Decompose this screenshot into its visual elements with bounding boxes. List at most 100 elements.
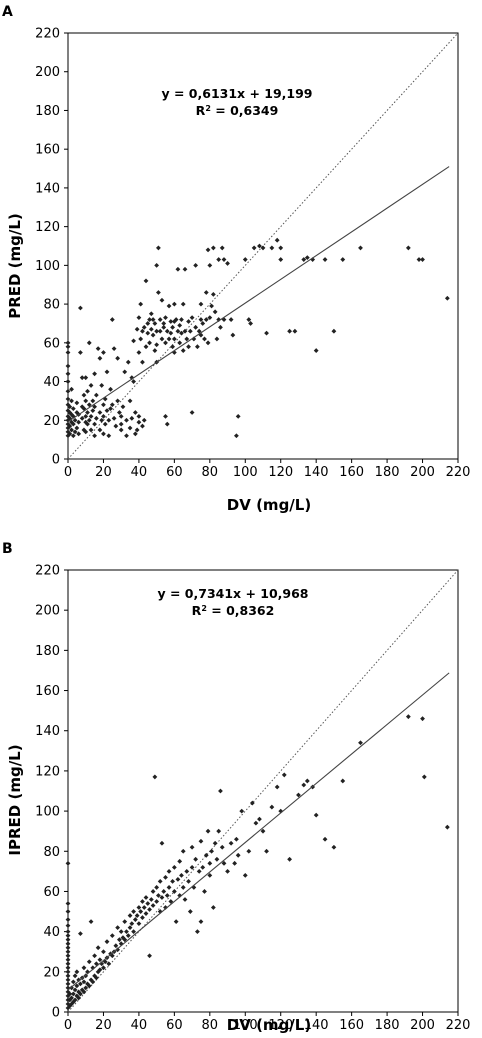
x-tick-label-a: 60 <box>166 465 183 480</box>
y-tick-label-a: 0 <box>52 453 60 468</box>
data-point-a <box>143 344 149 350</box>
data-point-b <box>76 977 82 983</box>
data-point-a <box>405 245 411 251</box>
data-point-a <box>136 350 142 355</box>
data-point-b <box>136 921 142 926</box>
y-tick-label-b: 200 <box>35 604 60 619</box>
data-point-b <box>145 901 151 906</box>
data-point-b <box>331 844 337 850</box>
x-tick-label-a: 20 <box>95 465 112 480</box>
panel-a: A PRED (mg/L) DV (mg/L) y = 0,6131x + 19… <box>2 4 470 514</box>
data-point-a <box>164 328 170 334</box>
r-squared-label-a: R <box>196 103 206 118</box>
data-point-b <box>125 933 131 939</box>
panel-label-b: B <box>2 541 13 557</box>
data-point-a <box>148 311 154 317</box>
data-point-b <box>65 941 71 947</box>
data-point-b <box>253 820 259 826</box>
data-point-a <box>154 262 160 268</box>
data-point-a <box>72 429 78 435</box>
data-point-b <box>235 852 241 858</box>
data-point-a <box>115 398 121 404</box>
data-point-a <box>416 257 422 262</box>
data-point-a <box>218 324 223 330</box>
data-point-b <box>200 864 206 870</box>
data-point-a <box>180 348 186 353</box>
data-point-b <box>242 872 248 878</box>
data-point-b <box>109 953 115 959</box>
data-point-a <box>97 427 103 433</box>
r-squared-b: R2 = 0,8362 <box>192 603 275 618</box>
data-point-a <box>83 414 89 419</box>
data-point-a <box>141 324 147 330</box>
data-point-a <box>170 344 175 350</box>
x-tick-label-b: 160 <box>339 1018 364 1033</box>
regression-line-b <box>67 672 450 991</box>
data-point-a <box>70 406 76 412</box>
x-tick-label-a: 80 <box>202 465 219 480</box>
y-tick-label-a: 20 <box>43 414 60 429</box>
data-point-b <box>193 856 199 862</box>
data-point-b <box>81 965 87 971</box>
data-point-a <box>65 421 71 427</box>
data-point-b <box>186 879 191 884</box>
data-point-a <box>171 301 177 307</box>
x-tick-label-b: 120 <box>268 1018 293 1033</box>
data-point-b <box>189 844 195 850</box>
data-point-a <box>120 404 126 410</box>
y-tick-label-a: 40 <box>43 375 60 390</box>
data-point-a <box>83 429 89 435</box>
data-point-b <box>164 893 170 898</box>
data-point-a <box>187 328 193 334</box>
y-tick-label-b: 160 <box>35 684 60 699</box>
data-point-a <box>85 410 90 415</box>
data-point-b <box>67 991 73 997</box>
data-point-b <box>180 885 186 890</box>
x-tick-label-b: 80 <box>202 1018 219 1033</box>
data-point-a <box>152 321 158 326</box>
data-point-b <box>101 949 106 955</box>
data-point-b <box>159 895 165 900</box>
data-point-b <box>136 905 142 910</box>
data-point-a <box>147 340 152 346</box>
data-point-a <box>184 336 190 342</box>
x-axis-title-b: DV (mg/L) <box>227 1016 311 1034</box>
y-tick-label-b: 0 <box>52 1006 60 1021</box>
data-point-b <box>65 909 71 914</box>
data-point-a <box>156 290 161 295</box>
data-point-b <box>65 953 71 959</box>
data-point-b <box>166 885 172 890</box>
data-point-a <box>104 408 110 413</box>
data-point-b <box>74 969 80 975</box>
r-squared-sup-b: 2 <box>201 604 207 613</box>
data-point-b <box>228 840 234 846</box>
data-point-a <box>157 328 163 334</box>
data-point-a <box>196 328 202 334</box>
r-squared-value-b: = 0,8362 <box>207 603 274 618</box>
data-point-a <box>127 398 133 404</box>
data-point-b <box>212 840 218 846</box>
data-point-a <box>99 417 105 423</box>
data-point-b <box>198 838 204 844</box>
data-point-a <box>171 350 177 355</box>
x-tick-label-a: 140 <box>304 465 329 480</box>
data-point-b <box>257 816 262 822</box>
data-point-a <box>125 359 131 365</box>
data-point-b <box>70 991 76 997</box>
y-tick-label-b: 40 <box>43 925 60 940</box>
data-point-a <box>161 321 167 326</box>
data-point-a <box>88 414 94 419</box>
data-point-a <box>164 421 170 427</box>
data-point-a <box>251 245 257 251</box>
data-point-b <box>138 909 144 914</box>
y-tick-label-a: 200 <box>35 65 60 80</box>
data-point-b <box>216 828 222 834</box>
data-point-a <box>83 419 89 425</box>
data-point-a <box>171 319 177 324</box>
data-point-b <box>147 907 152 912</box>
data-point-a <box>70 433 76 439</box>
x-tick-label-a: 0 <box>64 465 72 480</box>
data-point-b <box>65 937 71 943</box>
data-point-a <box>287 328 292 334</box>
data-point-b <box>150 889 156 894</box>
